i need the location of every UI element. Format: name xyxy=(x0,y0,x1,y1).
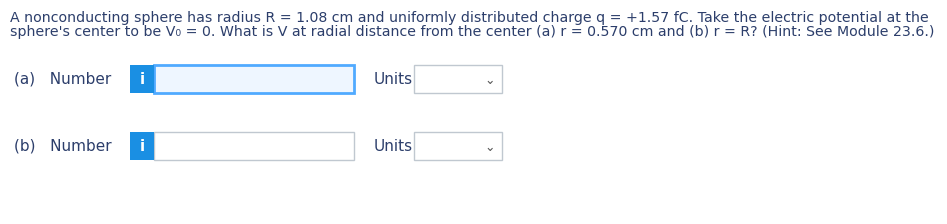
Text: (a)   Number: (a) Number xyxy=(14,71,111,86)
FancyBboxPatch shape xyxy=(154,65,354,93)
Text: ⌄: ⌄ xyxy=(485,140,495,153)
FancyBboxPatch shape xyxy=(130,65,154,93)
Text: i: i xyxy=(139,138,145,153)
Text: Units: Units xyxy=(374,71,413,86)
Text: sphere's center to be V₀ = 0. What is V at radial distance from the center (a) r: sphere's center to be V₀ = 0. What is V … xyxy=(10,25,935,39)
FancyBboxPatch shape xyxy=(154,132,354,160)
Text: ⌄: ⌄ xyxy=(485,73,495,86)
Text: A nonconducting sphere has radius R = 1.08 cm and uniformly distributed charge q: A nonconducting sphere has radius R = 1.… xyxy=(10,11,929,25)
Text: (b)   Number: (b) Number xyxy=(14,138,112,153)
FancyBboxPatch shape xyxy=(130,132,154,160)
FancyBboxPatch shape xyxy=(414,132,502,160)
Text: i: i xyxy=(139,71,145,86)
Text: Units: Units xyxy=(374,138,413,153)
FancyBboxPatch shape xyxy=(414,65,502,93)
